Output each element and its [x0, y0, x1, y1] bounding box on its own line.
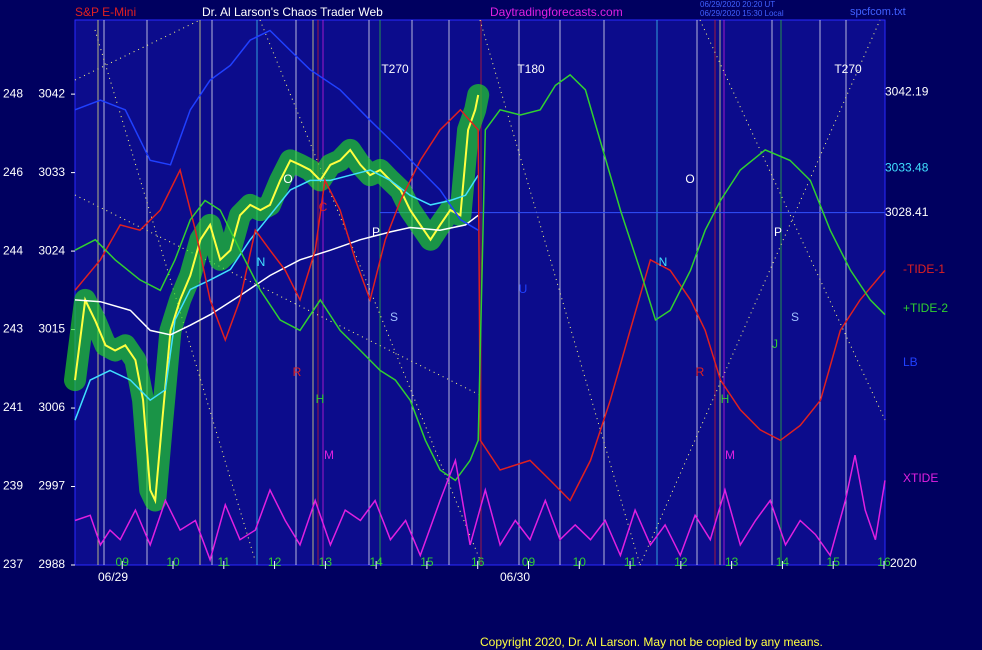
annotation: T270: [834, 62, 862, 76]
site: Daytradingforecasts.com: [490, 5, 623, 19]
annotation: N: [659, 255, 668, 269]
legend-label: XTIDE: [903, 471, 938, 485]
y-tick-label: 237 2988: [3, 557, 65, 571]
annotation: O: [685, 172, 694, 186]
stamp: 06/29/2020 20:20 UT: [700, 0, 775, 9]
series-line: [74, 454, 886, 563]
x-tick-label: 12: [268, 555, 282, 569]
level-label: 3033.48: [885, 161, 929, 175]
date-label: 06/29: [98, 570, 128, 584]
y-tick-label: 248 3042: [3, 86, 65, 100]
annotation: S: [791, 310, 799, 324]
x-tick-label: 10: [166, 555, 180, 569]
legend-label: LB: [903, 355, 918, 369]
dotted-line: [74, 19, 201, 81]
x-tick-label: 13: [725, 555, 739, 569]
file-name: spcfcom.txt: [850, 6, 906, 18]
x-tick-label: 16: [471, 555, 485, 569]
annotation: N: [257, 255, 266, 269]
dotted-line: [699, 19, 886, 421]
x-tick-label: 09: [116, 555, 130, 569]
annotation: R: [696, 365, 705, 379]
x-tick-label: 16: [877, 555, 891, 569]
legend-label: +TIDE-2: [903, 301, 948, 315]
y-tick-label: 241 3006: [3, 400, 65, 414]
x-tick-label: 10: [573, 555, 587, 569]
level-label: 3042.19: [885, 85, 929, 99]
y-tick-label: 244 3024: [3, 243, 65, 257]
annotation: T270: [381, 62, 409, 76]
annotation: O: [283, 172, 292, 186]
x-tick-label: 15: [827, 555, 841, 569]
dotted-line: [259, 19, 481, 561]
annotation: R: [293, 365, 302, 379]
date-label: 06/30: [500, 570, 530, 584]
x-tick-label: 11: [218, 555, 231, 569]
series-line: [74, 169, 479, 421]
x-tick-label: 15: [420, 555, 434, 569]
x-tick-label: 12: [674, 555, 688, 569]
annotation: M: [725, 448, 735, 462]
x-tick-label: 09: [522, 555, 536, 569]
legend-label: -TIDE-1: [903, 262, 945, 276]
series-line: [74, 94, 480, 505]
x-tick-label: 11: [624, 555, 637, 569]
level-label: 3028.41: [885, 205, 929, 219]
series-line: [74, 214, 479, 336]
stamp: 06/29/2020 15:30 Local: [700, 9, 784, 18]
series-line: [74, 29, 479, 231]
y-tick-label: 246 3033: [3, 165, 65, 179]
year-label: 2020: [890, 556, 917, 570]
annotation: P: [774, 225, 782, 239]
x-tick-label: 14: [369, 555, 383, 569]
annotation: H: [721, 392, 730, 406]
annotation: C: [319, 200, 328, 214]
annotation: U: [519, 282, 528, 296]
annotation: P: [372, 225, 380, 239]
series-line: [74, 108, 886, 502]
annotation: T180: [517, 62, 545, 76]
title-left: S&P E-Mini: [75, 5, 136, 19]
series-line: [74, 73, 886, 482]
x-tick-label: 13: [319, 555, 333, 569]
copyright: Copyright 2020, Dr. Al Larson. May not b…: [480, 635, 823, 649]
title: Dr. Al Larson's Chaos Trader Web: [202, 5, 383, 19]
annotation: J: [772, 337, 778, 351]
x-tick-label: 14: [776, 555, 790, 569]
y-tick-label: 243 3015: [3, 322, 65, 336]
annotation: M: [324, 448, 334, 462]
y-tick-label: 239 2997: [3, 479, 65, 493]
annotation: S: [390, 310, 398, 324]
annotation: H: [316, 392, 325, 406]
